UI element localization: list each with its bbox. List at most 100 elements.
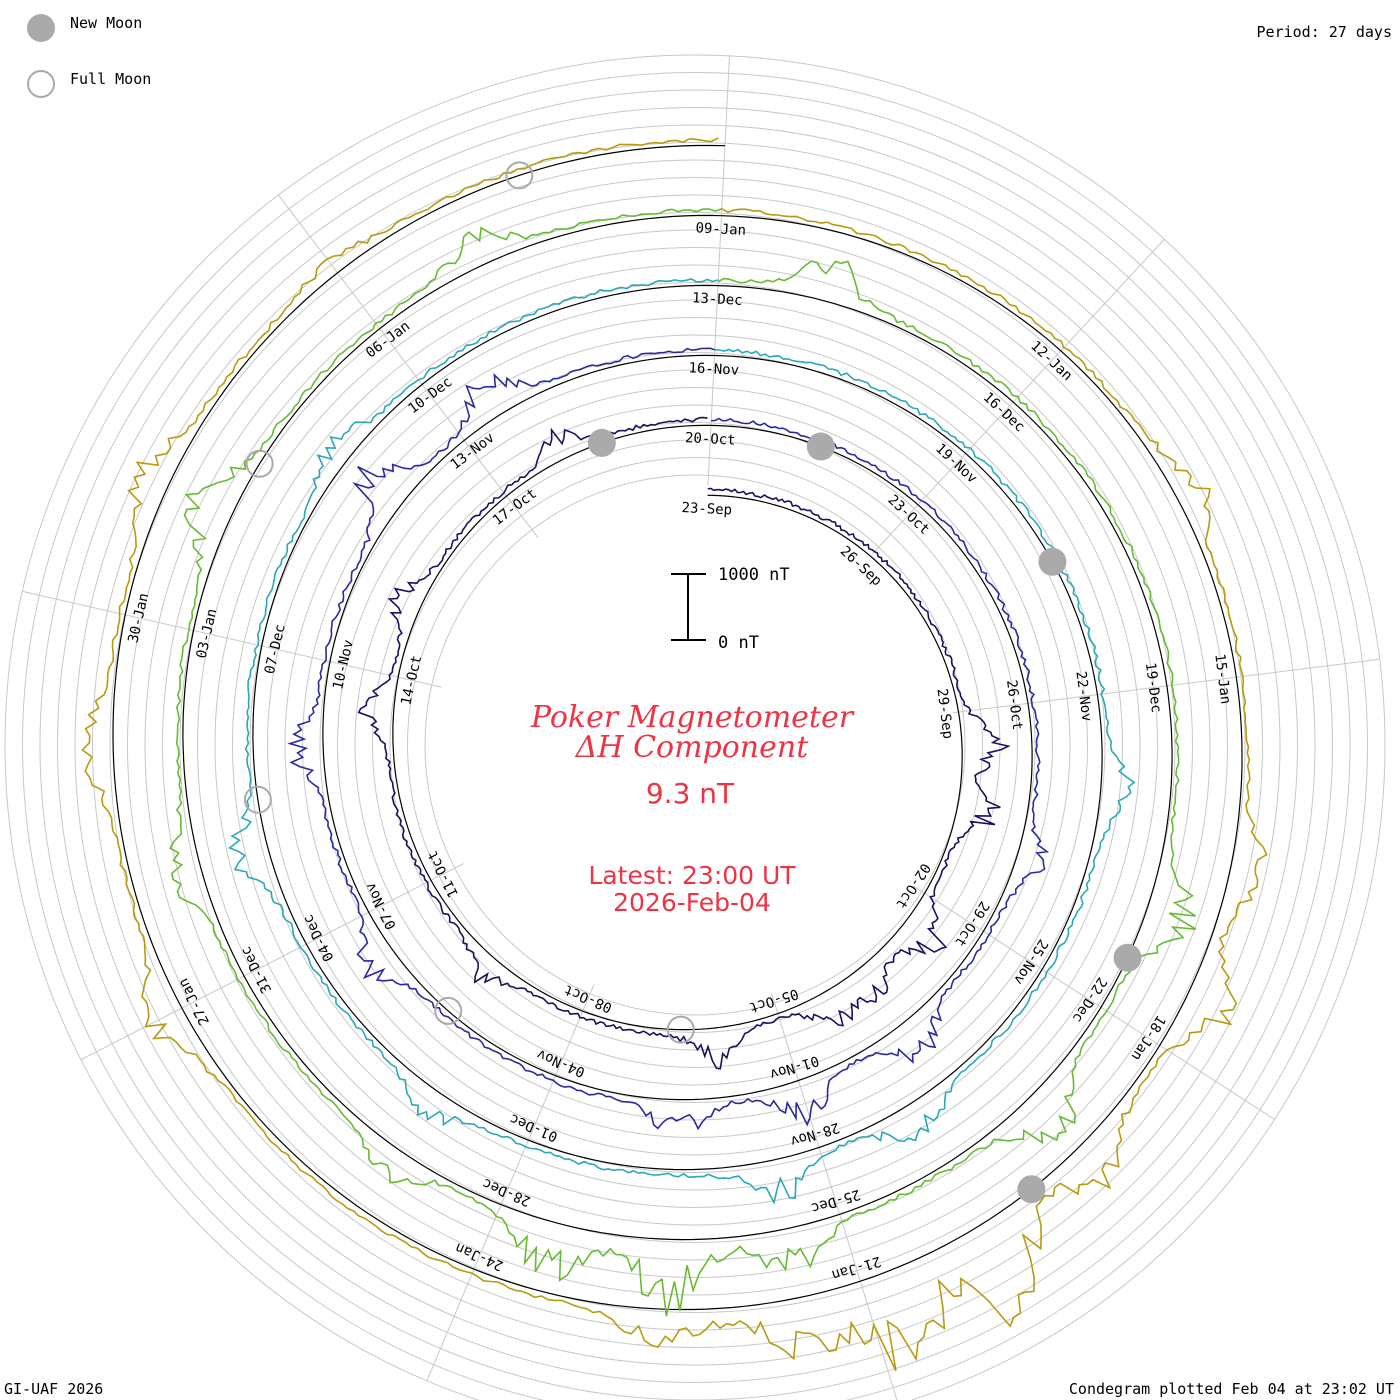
date-label: 13-Dec [692,290,743,309]
date-label: 16-Dec [980,389,1028,435]
date-label: 02-Oct [892,860,933,911]
date-label: 26-Oct [1003,679,1025,731]
grid-circle [179,229,1211,1261]
credit-label: GI-UAF 2026 [4,1380,104,1398]
date-label: 16-Nov [688,360,739,379]
grid-circle [249,299,1141,1191]
date-label: 14-Oct [398,654,425,707]
date-label: 03-Jan [194,607,221,660]
full-moon-marker [434,996,463,1025]
date-label: 28-Nov [788,1119,841,1149]
date-label: 23-Sep [681,500,732,519]
new-moon-marker [1017,1175,1046,1204]
date-label: 05-Oct [747,985,800,1015]
scale-top-label: 1000 nT [718,565,790,585]
date-label: 04-Dec [300,912,337,964]
latest-time: Latest: 23:00 UT [588,861,796,890]
latest-date: 2026-Feb-04 [613,888,771,917]
date-label: 19-Dec [1142,662,1164,714]
data-trace-rotation-1 [357,416,1011,1070]
full-moon-legend-icon [27,70,55,98]
date-label: 30-Jan [125,592,152,645]
date-label: 23-Oct [885,492,933,538]
date-label: 24-Jan [453,1239,506,1273]
grid-spoke [707,55,730,486]
date-label: 26-Sep [837,543,885,589]
grid-circle [354,404,1036,1086]
grid-circle [372,422,1018,1068]
full-moon-marker [666,1015,695,1044]
data-trace-rotation-5 [81,137,1268,1372]
moon-layer [243,161,1142,1204]
date-label: 12-Jan [1027,338,1075,384]
grid-circle [127,177,1263,1313]
grid-circle [214,264,1176,1226]
date-label: 19-Nov [932,441,980,487]
date-label: 22-Dec [1069,974,1110,1025]
grid-circle [109,159,1281,1331]
date-label: 28-Dec [480,1175,533,1209]
chart-title-line1: Poker Magnetometer [530,700,855,735]
grid-spoke [913,885,1275,1120]
full-moon-marker [505,161,534,190]
new-moon-marker [1113,943,1142,972]
grid-circle [284,334,1106,1156]
new-moon-marker [1038,547,1067,576]
grid-circle [4,54,1386,1400]
plotted-timestamp: Condegram plotted Feb 04 at 23:02 UT [1068,1380,1394,1398]
grid-circle [39,89,1351,1400]
grid-spoke [771,993,898,1400]
grid-spoke [278,194,539,539]
new-moon-legend-icon [27,14,55,42]
grid-circle [162,212,1228,1278]
center-readout-block: 9.3 nT Latest: 23:00 UT 2026-Feb-04 [588,777,796,917]
grid-spoke [426,984,595,1381]
grid-circle [267,317,1123,1173]
date-label: 01-Nov [768,1052,821,1082]
date-label: 15-Jan [1211,653,1233,705]
grid-circle [197,247,1193,1243]
scale-bottom-label: 0 nT [718,633,759,653]
grid-circle [424,474,966,1016]
date-label: 08-Oct [562,981,615,1015]
full-moon-legend-label: Full Moon [70,70,152,88]
new-moon-legend-label: New Moon [70,14,143,32]
grid-circle [22,72,1368,1400]
grid-circle [232,282,1158,1208]
date-label: 25-Dec [809,1186,862,1216]
grid-circle [407,457,983,1033]
baseline-spiral [112,144,1243,1311]
new-moon-marker [587,428,616,457]
full-moon-marker [243,785,272,814]
date-label: 01-Dec [507,1110,560,1144]
date-label: 07-Nov [363,880,400,932]
date-label: 25-Nov [1010,936,1051,987]
date-label: 20-Oct [685,430,736,449]
grid-circle [92,142,1298,1348]
full-moon-marker [245,449,274,478]
current-value: 9.3 nT [646,777,735,810]
grid-circle [144,194,1246,1296]
chart-title-line2: ΔH Component [575,730,809,765]
date-label: 10-Nov [330,638,357,691]
date-label: 09-Jan [695,220,746,239]
grid-circle [74,124,1316,1366]
data-trace-rotation-2 [287,347,1050,1131]
center-title-block: Poker Magnetometer ΔH Component [530,700,855,765]
grid-circle [57,107,1333,1383]
new-moon-marker [806,432,835,461]
data-trace-rotation-4 [169,208,1197,1317]
date-label: 29-Sep [934,688,956,740]
date-label: 07-Dec [262,623,289,676]
grid-circle [319,369,1071,1121]
date-label: 22-Nov [1072,670,1094,722]
grid-circle [337,387,1053,1103]
date-label: 21-Jan [830,1253,883,1283]
period-label: Period: 27 days [1256,23,1392,41]
date-label: 27-Jan [176,975,213,1027]
grid-spoke [80,863,464,1061]
scale-bar: 1000 nT 0 nT [671,565,790,653]
grid-circle [302,352,1088,1138]
grid-spoke [22,590,442,688]
